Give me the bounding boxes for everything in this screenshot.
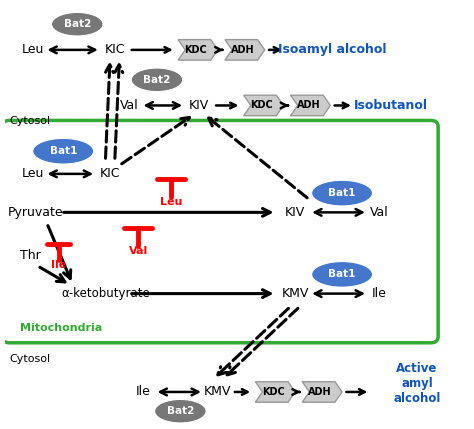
Text: Active
amyl
alcohol: Active amyl alcohol — [393, 362, 441, 405]
Text: KMV: KMV — [282, 287, 309, 300]
Polygon shape — [225, 39, 265, 60]
Ellipse shape — [155, 399, 206, 423]
Text: Bat1: Bat1 — [328, 269, 356, 279]
Text: Bat1: Bat1 — [328, 188, 356, 198]
Polygon shape — [178, 39, 218, 60]
Text: KIC: KIC — [100, 167, 120, 180]
Text: KIC: KIC — [105, 43, 125, 56]
Text: Isobutanol: Isobutanol — [354, 99, 428, 112]
Ellipse shape — [311, 262, 373, 287]
Polygon shape — [244, 95, 283, 116]
Text: Leu: Leu — [21, 43, 44, 56]
Text: Bat2: Bat2 — [64, 19, 91, 29]
Text: Bat2: Bat2 — [143, 75, 171, 85]
Text: Cytosol: Cytosol — [9, 353, 50, 364]
Text: KMV: KMV — [204, 386, 232, 399]
Polygon shape — [291, 95, 330, 116]
Text: Ile: Ile — [136, 386, 150, 399]
Text: Bat2: Bat2 — [167, 406, 194, 416]
Text: Val: Val — [119, 99, 138, 112]
Text: Mitochondria: Mitochondria — [20, 323, 102, 333]
FancyBboxPatch shape — [2, 121, 438, 343]
Text: KIV: KIV — [285, 206, 305, 219]
Text: Ile: Ile — [372, 287, 387, 300]
Text: Ile: Ile — [51, 260, 66, 270]
Text: Bat1: Bat1 — [49, 146, 77, 156]
Polygon shape — [302, 382, 342, 402]
Text: Leu: Leu — [160, 197, 182, 207]
Text: ADH: ADH — [231, 45, 255, 55]
Text: Val: Val — [128, 246, 148, 256]
Text: Cytosol: Cytosol — [9, 116, 50, 126]
Ellipse shape — [131, 68, 182, 91]
Text: Leu: Leu — [21, 167, 44, 180]
Text: ADH: ADH — [308, 387, 332, 397]
Text: Pyruvate: Pyruvate — [7, 206, 63, 219]
Text: α-ketobutyrate: α-ketobutyrate — [61, 287, 150, 300]
Text: KDC: KDC — [250, 100, 273, 110]
Ellipse shape — [33, 139, 94, 164]
Text: ADH: ADH — [296, 100, 320, 110]
Text: KIV: KIV — [189, 99, 209, 112]
Polygon shape — [255, 382, 295, 402]
Text: Isoamyl alcohol: Isoamyl alcohol — [278, 43, 387, 56]
Text: Thr: Thr — [20, 249, 41, 262]
Text: KDC: KDC — [184, 45, 207, 55]
Text: KDC: KDC — [262, 387, 284, 397]
Ellipse shape — [311, 180, 373, 206]
Ellipse shape — [52, 12, 103, 36]
Text: Val: Val — [370, 206, 389, 219]
